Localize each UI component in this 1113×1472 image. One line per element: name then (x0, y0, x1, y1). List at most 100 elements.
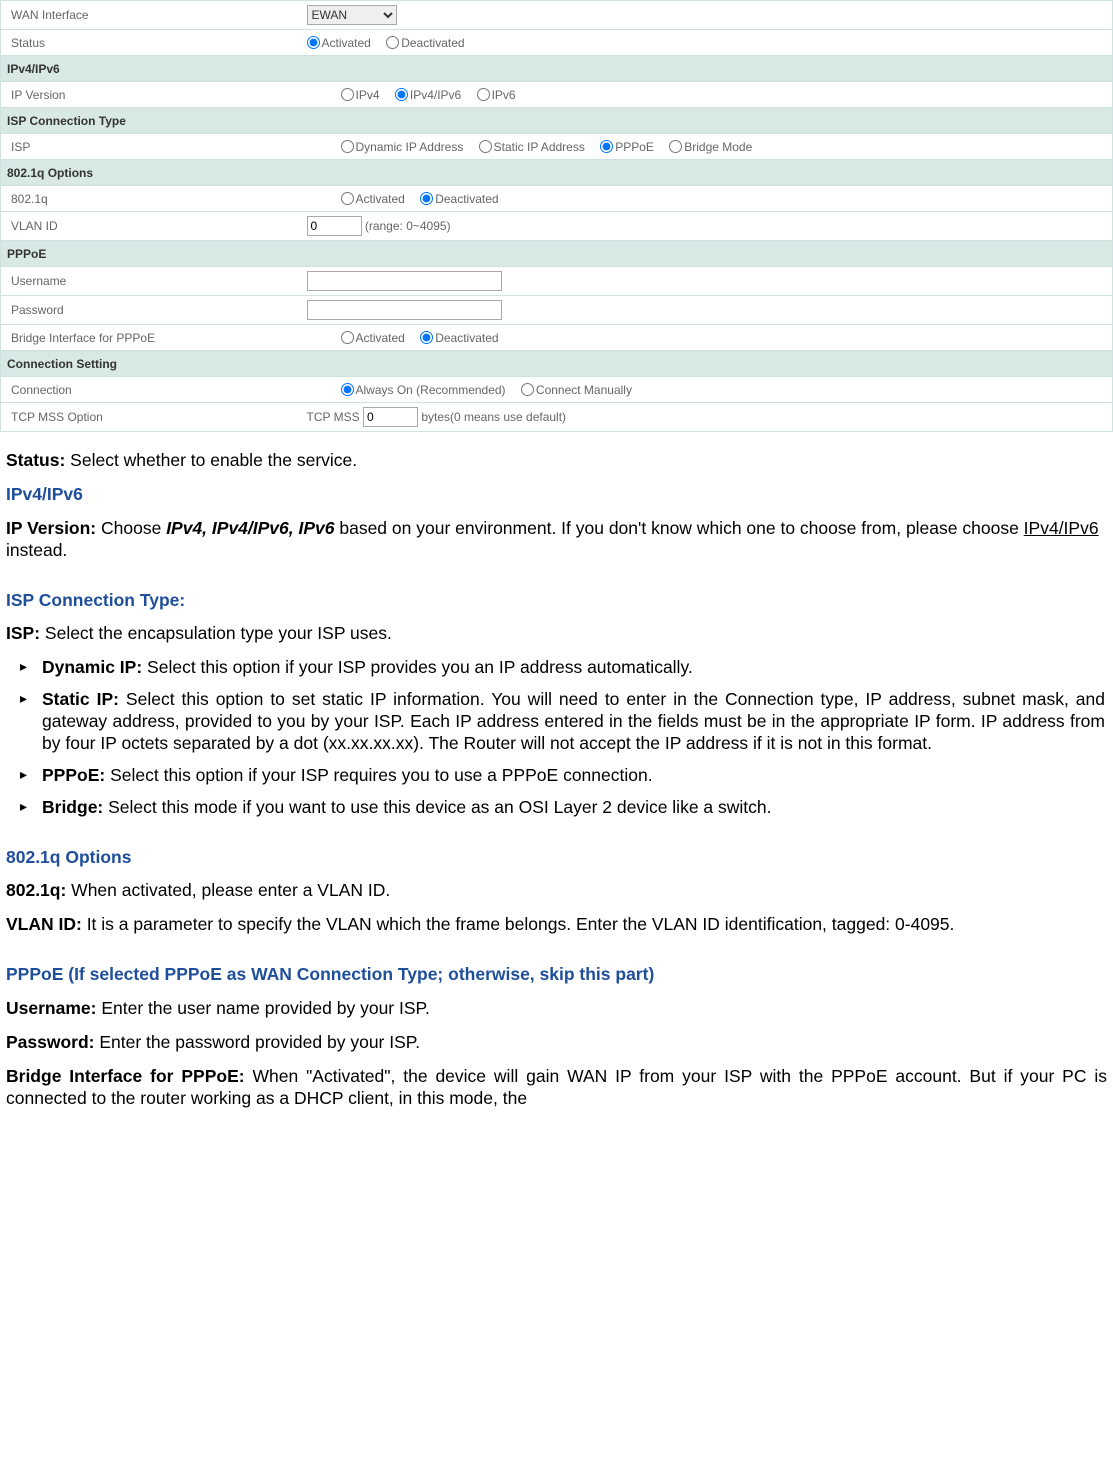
dot1q-desc: When activated, please enter a VLAN ID. (66, 880, 390, 900)
ipv4v6-radio[interactable] (395, 88, 408, 101)
li-bridge-desc: Select this mode if you want to use this… (103, 797, 771, 817)
dot1q-header: 802.1q Options (1, 160, 1113, 186)
bridge-deactivated-text: Deactivated (435, 331, 498, 345)
user-term: Username: (6, 998, 96, 1018)
isp-dynamic-radio[interactable] (341, 140, 354, 153)
isp-para: ISP: Select the encapsulation type your … (6, 623, 1107, 645)
status-activated-text: Activated (322, 36, 371, 50)
vlan-term: VLAN ID: (6, 914, 82, 934)
ipver-term: IP Version: (6, 518, 96, 538)
ipver-t1: Choose (96, 518, 166, 538)
mss-suffix: bytes(0 means use default) (421, 410, 566, 424)
dot1q-cell: Activated Deactivated (301, 186, 1113, 212)
password-label: Password (1, 296, 301, 325)
dot1q-para: 802.1q: When activated, please enter a V… (6, 880, 1107, 902)
pass-desc: Enter the password provided by your ISP. (95, 1032, 421, 1052)
list-item: Bridge: Select this mode if you want to … (42, 797, 1107, 819)
list-item: Static IP: Select this option to set sta… (42, 689, 1107, 755)
li-pppoe-desc: Select this option if your ISP requires … (105, 765, 652, 785)
isp-conn-header: ISP Connection Type (1, 108, 1113, 134)
bridge-if-cell: Activated Deactivated (301, 325, 1113, 351)
ipver-em: IPv4, IPv4/IPv6, IPv6 (166, 518, 334, 538)
wan-interface-cell: EWAN (301, 1, 1113, 30)
conn-cell: Always On (Recommended) Connect Manually (301, 377, 1113, 403)
status-deactivated-text: Deactivated (401, 36, 464, 50)
vlan-para: VLAN ID: It is a parameter to specify th… (6, 914, 1107, 936)
vlan-desc: It is a parameter to specify the VLAN wh… (82, 914, 955, 934)
pass-para: Password: Enter the password provided by… (6, 1032, 1107, 1054)
bif-term: Bridge Interface for PPPoE: (6, 1066, 245, 1086)
isp-static-radio[interactable] (479, 140, 492, 153)
ipv4v6-header: IPv4/IPv6 (1, 56, 1113, 82)
username-cell (301, 267, 1113, 296)
bridge-activated-radio[interactable] (341, 331, 354, 344)
username-label: Username (1, 267, 301, 296)
ipv4-radio[interactable] (341, 88, 354, 101)
mss-label: TCP MSS Option (1, 403, 301, 432)
isp-pppoe-radio[interactable] (600, 140, 613, 153)
isp-term: ISP: (6, 623, 40, 643)
pppoe-header: PPPoE (1, 241, 1113, 267)
vlan-input[interactable] (307, 216, 362, 236)
li-static-term: Static IP: (42, 689, 119, 709)
isp-list: Dynamic IP: Select this option if your I… (6, 657, 1107, 818)
user-para: Username: Enter the user name provided b… (6, 998, 1107, 1020)
bif-para: Bridge Interface for PPPoE: When "Activa… (6, 1066, 1107, 1110)
list-item: PPPoE: Select this option if your ISP re… (42, 765, 1107, 787)
config-table: WAN Interface EWAN Status Activated Deac… (0, 0, 1113, 432)
li-dyn-desc: Select this option if your ISP provides … (142, 657, 693, 677)
documentation: Status: Select whether to enable the ser… (0, 432, 1113, 1110)
ipver-u: IPv4/IPv6 (1024, 518, 1099, 538)
conn-always-text: Always On (Recommended) (356, 383, 506, 397)
dot1q-label: 802.1q (1, 186, 301, 212)
dot1q-activated-radio[interactable] (341, 192, 354, 205)
dot1q-title: 802.1q Options (6, 847, 1107, 869)
list-item: Dynamic IP: Select this option if your I… (42, 657, 1107, 679)
ipversion-cell: IPv4 IPv4/IPv6 IPv6 (301, 82, 1113, 108)
vlan-cell: (range: 0~4095) (301, 212, 1113, 241)
isp-pppoe-text: PPPoE (615, 140, 654, 154)
conn-always-radio[interactable] (341, 383, 354, 396)
isp-bridge-radio[interactable] (669, 140, 682, 153)
isp-static-text: Static IP Address (494, 140, 585, 154)
li-pppoe-term: PPPoE: (42, 765, 105, 785)
conn-header: Connection Setting (1, 351, 1113, 377)
status-label: Status (1, 30, 301, 56)
conn-manual-text: Connect Manually (536, 383, 632, 397)
ipver-para: IP Version: Choose IPv4, IPv4/IPv6, IPv6… (6, 518, 1107, 562)
username-input[interactable] (307, 271, 502, 291)
wan-interface-select[interactable]: EWAN (307, 5, 397, 25)
status-deactivated-radio[interactable] (386, 36, 399, 49)
ipver-t3: instead. (6, 540, 67, 560)
vlan-label: VLAN ID (1, 212, 301, 241)
li-static-desc: Select this option to set static IP info… (42, 689, 1105, 753)
ipv-title: IPv4/IPv6 (6, 484, 1107, 506)
ipv4-text: IPv4 (356, 88, 380, 102)
dot1q-deactivated-text: Deactivated (435, 192, 498, 206)
isp-label: ISP (1, 134, 301, 160)
status-para: Status: Select whether to enable the ser… (6, 450, 1107, 472)
status-desc: Select whether to enable the service. (65, 450, 357, 470)
password-input[interactable] (307, 300, 502, 320)
status-activated-radio[interactable] (307, 36, 320, 49)
dot1q-activated-text: Activated (356, 192, 405, 206)
conn-manual-radio[interactable] (521, 383, 534, 396)
ipversion-label: IP Version (1, 82, 301, 108)
ipver-t2: based on your environment. If you don't … (335, 518, 1024, 538)
ipv4v6-text: IPv4/IPv6 (410, 88, 461, 102)
user-desc: Enter the user name provided by your ISP… (96, 998, 429, 1018)
dot1q-deactivated-radio[interactable] (420, 192, 433, 205)
isp-title: ISP Connection Type: (6, 590, 1107, 612)
ipv6-radio[interactable] (477, 88, 490, 101)
conn-label: Connection (1, 377, 301, 403)
bridge-deactivated-radio[interactable] (420, 331, 433, 344)
bridge-if-label: Bridge Interface for PPPoE (1, 325, 301, 351)
isp-cell: Dynamic IP Address Static IP Address PPP… (301, 134, 1113, 160)
bridge-activated-text: Activated (356, 331, 405, 345)
isp-dynamic-text: Dynamic IP Address (356, 140, 464, 154)
pppoe-title: PPPoE (If selected PPPoE as WAN Connecti… (6, 964, 1107, 986)
mss-input[interactable] (363, 407, 418, 427)
status-cell: Activated Deactivated (301, 30, 1113, 56)
mss-cell: TCP MSS bytes(0 means use default) (301, 403, 1113, 432)
li-bridge-term: Bridge: (42, 797, 103, 817)
